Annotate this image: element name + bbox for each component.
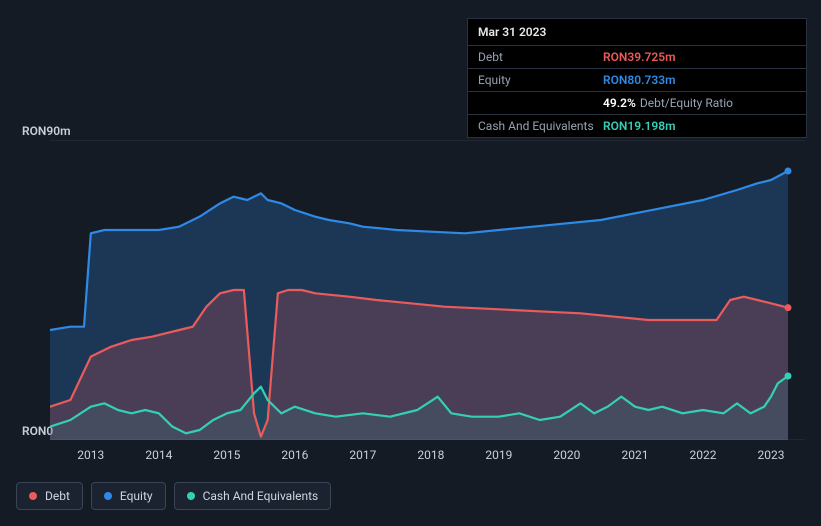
tooltip-row-label: Equity <box>478 73 603 87</box>
tooltip-row-label: Cash And Equivalents <box>478 119 603 133</box>
tooltip-date: Mar 31 2023 <box>468 19 806 46</box>
tooltip-row-suffix: Debt/Equity Ratio <box>640 96 733 110</box>
tooltip-row: DebtRON39.725m <box>468 46 806 69</box>
legend-dot <box>187 492 195 500</box>
tooltip-box: Mar 31 2023 DebtRON39.725mEquityRON80.73… <box>467 18 807 138</box>
tooltip-row-label <box>478 96 603 110</box>
xaxis-tick: 2018 <box>417 448 444 462</box>
tooltip-row: Cash And EquivalentsRON19.198m <box>468 115 806 137</box>
legend-label: Equity <box>120 489 153 503</box>
xaxis-tick: 2013 <box>77 448 104 462</box>
series-end-marker-equity <box>784 168 791 175</box>
xaxis-tick: 2022 <box>689 448 716 462</box>
legend-dot <box>29 492 37 500</box>
tooltip-row-value: 49.2%Debt/Equity Ratio <box>603 96 733 110</box>
xaxis-tick: 2019 <box>485 448 512 462</box>
series-end-marker-debt <box>784 304 791 311</box>
tooltip-row-value: RON80.733m <box>603 73 676 87</box>
legend-label: Debt <box>45 489 70 503</box>
tooltip-row-value: RON39.725m <box>603 50 676 64</box>
yaxis-top-label: RON90m <box>22 124 71 138</box>
legend-label: Cash And Equivalents <box>203 489 319 503</box>
tooltip-row-value: RON19.198m <box>603 119 676 133</box>
xaxis-tick: 2015 <box>213 448 240 462</box>
xaxis-tick: 2021 <box>621 448 648 462</box>
legend-item-equity[interactable]: Equity <box>91 482 166 510</box>
legend: Debt Equity Cash And Equivalents <box>16 482 331 510</box>
xaxis-tick: 2014 <box>145 448 172 462</box>
xaxis-tick: 2020 <box>553 448 580 462</box>
legend-item-cash-and-equivalents[interactable]: Cash And Equivalents <box>174 482 332 510</box>
xaxis-tick: 2016 <box>281 448 308 462</box>
xaxis-labels: 2013 2014 2015 2016 2017 2018 2019 2020 2021 2022… <box>50 448 805 468</box>
tooltip-row: 49.2%Debt/Equity Ratio <box>468 92 806 115</box>
xaxis-tick: 2023 <box>757 448 784 462</box>
chart-container: Mar 31 2023 DebtRON39.725mEquityRON80.73… <box>0 0 821 526</box>
yaxis-bottom-label: RON0 <box>22 424 53 438</box>
series-end-marker-cash <box>784 373 791 380</box>
legend-dot <box>104 492 112 500</box>
chart-plot <box>50 140 805 440</box>
xaxis-tick: 2017 <box>349 448 376 462</box>
tooltip-row: EquityRON80.733m <box>468 69 806 92</box>
legend-item-debt[interactable]: Debt <box>16 482 83 510</box>
tooltip-row-label: Debt <box>478 50 603 64</box>
